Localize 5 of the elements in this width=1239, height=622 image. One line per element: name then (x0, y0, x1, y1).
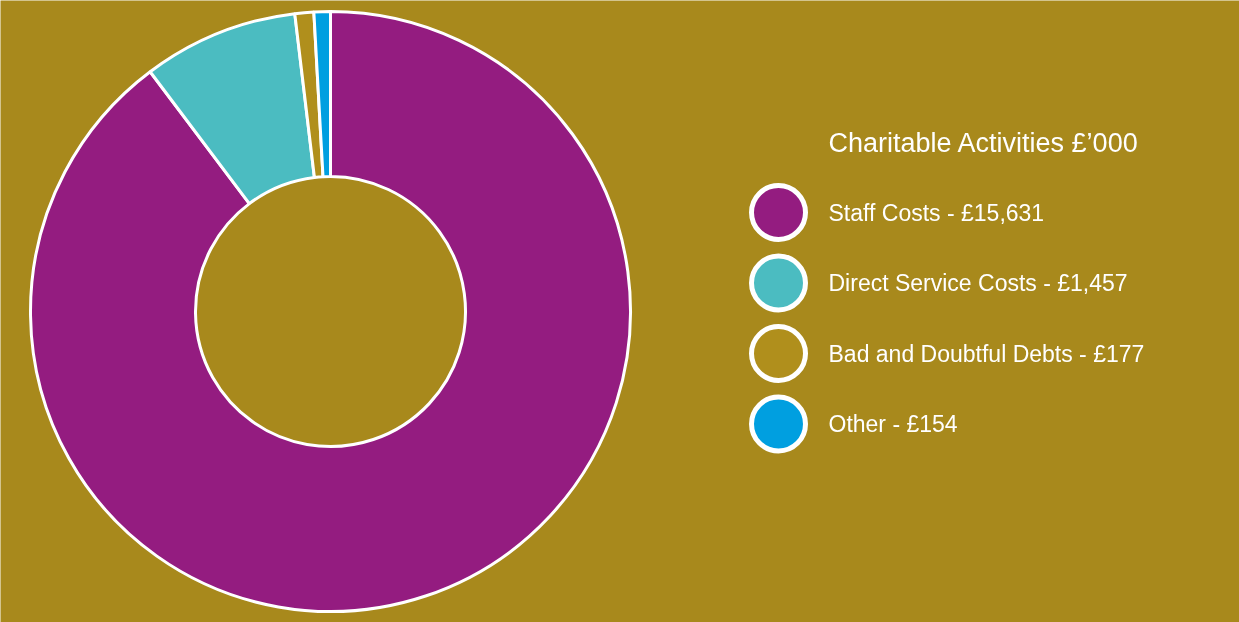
legend-label: Bad and Doubtful Debts - £177 (828, 340, 1145, 367)
legend-label: Staff Costs - £15,631 (828, 199, 1045, 226)
legend-title: Charitable Activities £’000 (828, 127, 1138, 158)
legend-label: Other - £154 (828, 411, 958, 437)
legend-label: Direct Service Costs - £1,457 (828, 270, 1128, 296)
